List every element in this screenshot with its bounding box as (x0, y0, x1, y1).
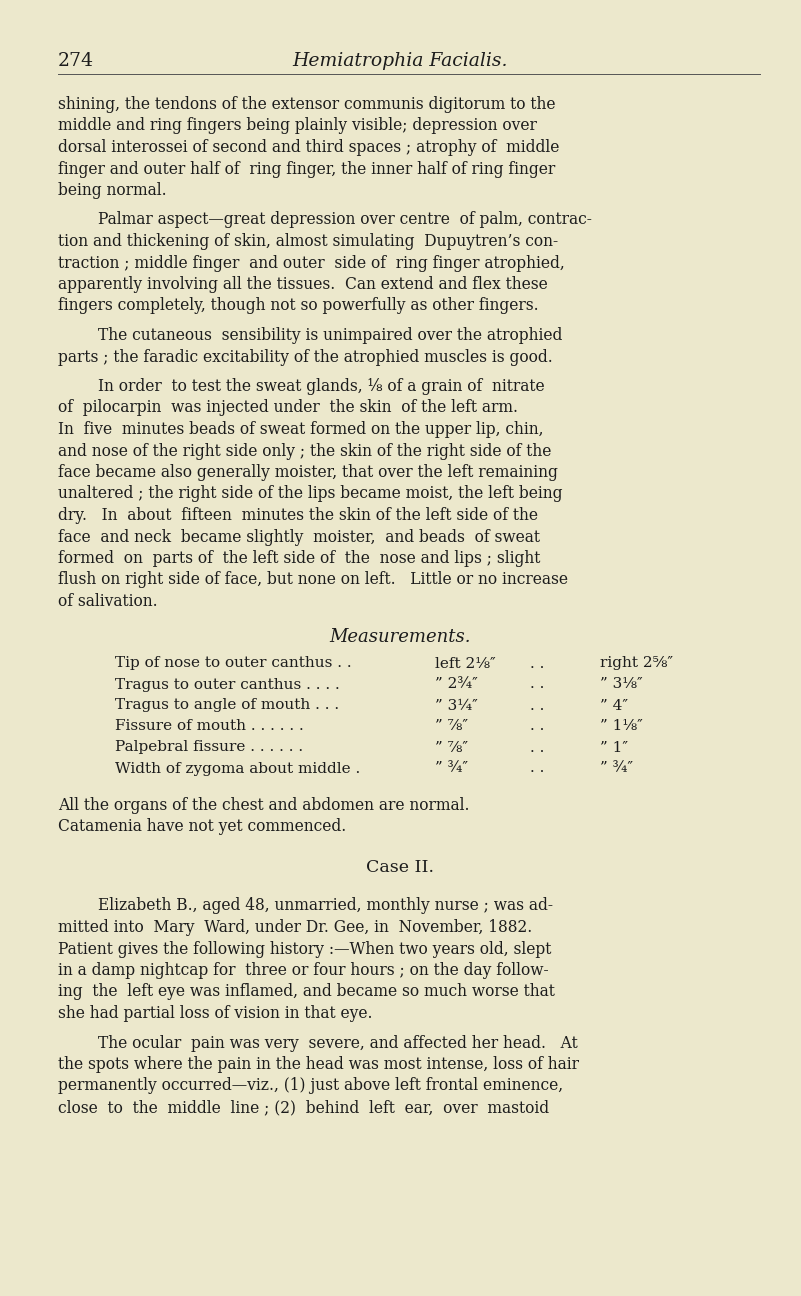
Text: Palpebral fissure . . . . . .: Palpebral fissure . . . . . . (115, 740, 303, 754)
Text: dorsal interossei of second and third spaces ; atrophy of  middle: dorsal interossei of second and third sp… (58, 139, 559, 156)
Text: Fissure of mouth . . . . . .: Fissure of mouth . . . . . . (115, 719, 304, 734)
Text: ing  the  left eye was inflamed, and became so much worse that: ing the left eye was inflamed, and becam… (58, 984, 555, 1001)
Text: ” ⅞″: ” ⅞″ (435, 740, 468, 754)
Text: unaltered ; the right side of the lips became moist, the left being: unaltered ; the right side of the lips b… (58, 486, 562, 503)
Text: . .: . . (530, 762, 545, 775)
Text: Tragus to angle of mouth . . .: Tragus to angle of mouth . . . (115, 699, 339, 713)
Text: close  to  the  middle  line ; (2)  behind  left  ear,  over  mastoid: close to the middle line ; (2) behind le… (58, 1099, 549, 1116)
Text: All the organs of the chest and abdomen are normal.: All the organs of the chest and abdomen … (58, 797, 469, 814)
Text: ” 1⅛″: ” 1⅛″ (600, 719, 643, 734)
Text: face became also generally moister, that over the left remaining: face became also generally moister, that… (58, 464, 557, 481)
Text: right 2⅝″: right 2⅝″ (600, 657, 673, 670)
Text: traction ; middle finger  and outer  side of  ring finger atrophied,: traction ; middle finger and outer side … (58, 254, 565, 271)
Text: flush on right side of face, but none on left.   Little or no increase: flush on right side of face, but none on… (58, 572, 568, 588)
Text: . .: . . (530, 719, 545, 734)
Text: ” 3⅛″: ” 3⅛″ (600, 678, 642, 692)
Text: Tragus to outer canthus . . . .: Tragus to outer canthus . . . . (115, 678, 340, 692)
Text: 274: 274 (58, 52, 94, 70)
Text: face  and neck  became slightly  moister,  and beads  of sweat: face and neck became slightly moister, a… (58, 529, 540, 546)
Text: permanently occurred—viz., (1) just above left frontal eminence,: permanently occurred—viz., (1) just abov… (58, 1077, 563, 1095)
Text: ” ¾″: ” ¾″ (600, 762, 633, 775)
Text: shining, the tendons of the extensor communis digitorum to the: shining, the tendons of the extensor com… (58, 96, 556, 113)
Text: left 2⅛″: left 2⅛″ (435, 657, 496, 670)
Text: of salivation.: of salivation. (58, 594, 158, 610)
Text: Elizabeth B., aged 48, unmarried, monthly nurse ; was ad-: Elizabeth B., aged 48, unmarried, monthl… (98, 898, 553, 915)
Text: . .: . . (530, 740, 545, 754)
Text: In order  to test the sweat glands, ⅛ of a grain of  nitrate: In order to test the sweat glands, ⅛ of … (98, 378, 545, 395)
Text: Palmar aspect—great depression over centre  of palm, contrac-: Palmar aspect—great depression over cent… (98, 211, 592, 228)
Text: ” ¾″: ” ¾″ (435, 762, 468, 775)
Text: Patient gives the following history :—When two years old, slept: Patient gives the following history :—Wh… (58, 941, 551, 958)
Text: middle and ring fingers being plainly visible; depression over: middle and ring fingers being plainly vi… (58, 118, 537, 135)
Text: parts ; the faradic excitability of the atrophied muscles is good.: parts ; the faradic excitability of the … (58, 349, 553, 365)
Text: and nose of the right side only ; the skin of the right side of the: and nose of the right side only ; the sk… (58, 442, 551, 460)
Text: In  five  minutes beads of sweat formed on the upper lip, chin,: In five minutes beads of sweat formed on… (58, 421, 544, 438)
Text: apparently involving all the tissues.  Can extend and flex these: apparently involving all the tissues. Ca… (58, 276, 548, 293)
Text: Measurements.: Measurements. (329, 629, 471, 647)
Text: of  pilocarpin  was injected under  the skin  of the left arm.: of pilocarpin was injected under the ski… (58, 399, 518, 416)
Text: ” 1″: ” 1″ (600, 740, 628, 754)
Text: . .: . . (530, 678, 545, 692)
Text: in a damp nightcap for  three or four hours ; on the day follow-: in a damp nightcap for three or four hou… (58, 962, 549, 978)
Text: ” 4″: ” 4″ (600, 699, 628, 713)
Text: The ocular  pain was very  severe, and affected her head.   At: The ocular pain was very severe, and aff… (98, 1034, 578, 1051)
Text: ” 2¾″: ” 2¾″ (435, 678, 478, 692)
Text: being normal.: being normal. (58, 181, 167, 200)
Text: ” 3¼″: ” 3¼″ (435, 699, 478, 713)
Text: . .: . . (530, 699, 545, 713)
Text: tion and thickening of skin, almost simulating  Dupuytren’s con-: tion and thickening of skin, almost simu… (58, 233, 558, 250)
Text: finger and outer half of  ring finger, the inner half of ring finger: finger and outer half of ring finger, th… (58, 161, 555, 178)
Text: she had partial loss of vision in that eye.: she had partial loss of vision in that e… (58, 1004, 372, 1023)
Text: The cutaneous  sensibility is unimpaired over the atrophied: The cutaneous sensibility is unimpaired … (98, 327, 562, 343)
Text: Tip of nose to outer canthus . .: Tip of nose to outer canthus . . (115, 657, 352, 670)
Text: Case II.: Case II. (366, 859, 434, 876)
Text: Hemiatrophia Facialis.: Hemiatrophia Facialis. (292, 52, 508, 70)
Text: ” ⅞″: ” ⅞″ (435, 719, 468, 734)
Text: dry.   In  about  fifteen  minutes the skin of the left side of the: dry. In about fifteen minutes the skin o… (58, 507, 538, 524)
Text: Catamenia have not yet commenced.: Catamenia have not yet commenced. (58, 818, 346, 835)
Text: Width of zygoma about middle .: Width of zygoma about middle . (115, 762, 360, 775)
Text: mitted into  Mary  Ward, under Dr. Gee, in  November, 1882.: mitted into Mary Ward, under Dr. Gee, in… (58, 919, 532, 936)
Text: fingers completely, though not so powerfully as other fingers.: fingers completely, though not so powerf… (58, 298, 538, 315)
Text: the spots where the pain in the head was most intense, loss of hair: the spots where the pain in the head was… (58, 1056, 579, 1073)
Text: . .: . . (530, 657, 545, 670)
Text: formed  on  parts of  the left side of  the  nose and lips ; slight: formed on parts of the left side of the … (58, 550, 541, 568)
